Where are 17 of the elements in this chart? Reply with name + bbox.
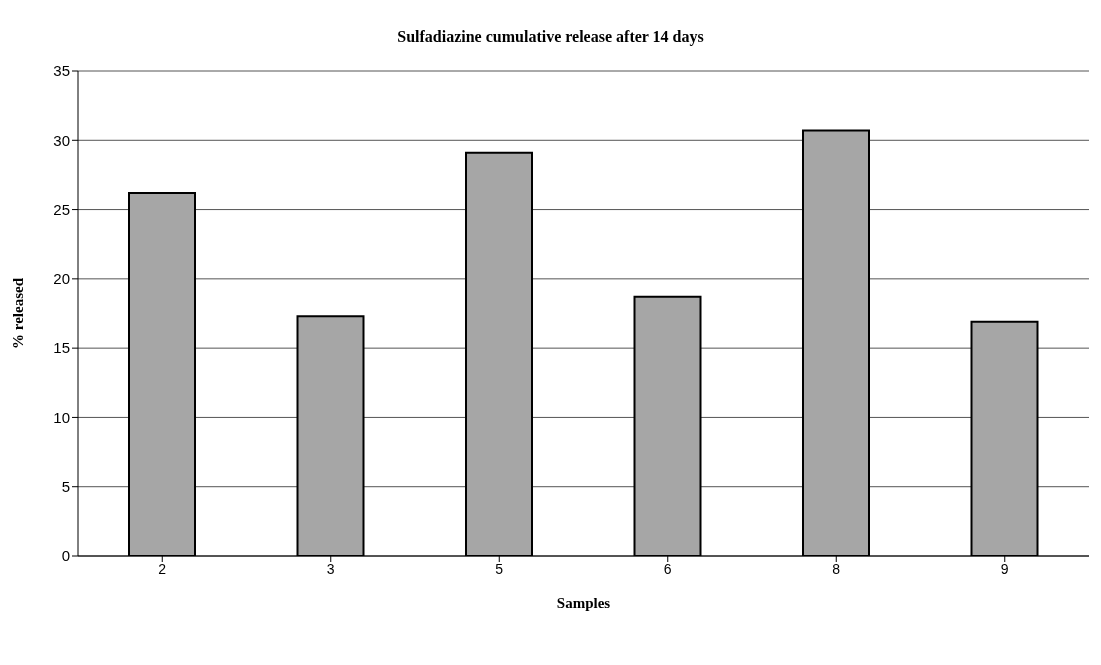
y-tick-label: 15 — [53, 339, 70, 357]
x-tick-label: 2 — [158, 560, 167, 577]
y-tick-label: 30 — [53, 131, 70, 149]
x-tick-label: 3 — [326, 560, 335, 577]
x-tick-label: 6 — [663, 560, 672, 577]
x-tick-label: 9 — [1000, 560, 1009, 577]
y-tick-label: 10 — [53, 408, 70, 426]
y-tick-label: 35 — [53, 62, 70, 80]
x-tick-label: 5 — [495, 560, 504, 577]
y-tick-label: 25 — [53, 200, 70, 218]
y-tick-label: 0 — [61, 547, 70, 565]
x-axis-title: Samples — [556, 595, 611, 611]
y-axis-title: % released — [10, 277, 27, 349]
y-tick-label: 5 — [61, 478, 70, 496]
x-tick-label: 8 — [832, 560, 841, 577]
y-tick-label: 20 — [53, 270, 70, 288]
chart-title: Sulfadiazine cumulative release after 14 days — [396, 28, 705, 46]
